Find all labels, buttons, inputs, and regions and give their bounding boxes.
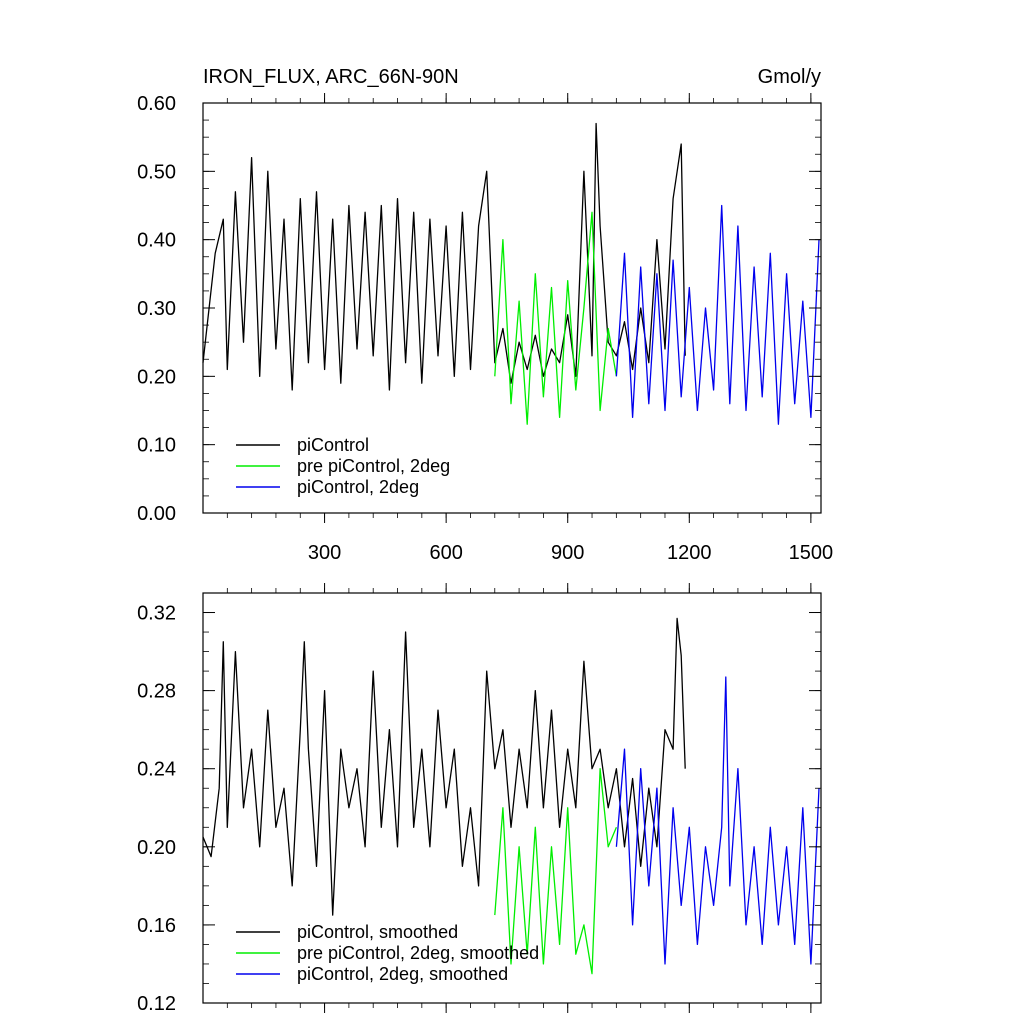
y-tick-label-0-6: 0.60 <box>137 93 176 115</box>
legend-label-0-1: pre piControl, 2deg <box>297 456 450 476</box>
bottom-panel: 0.12 0.16 0.20 0.24 0.28 0.32 piControl, smoot… <box>137 583 822 1015</box>
chart-title: IRON_FLUX, ARC_66N-90N <box>203 66 459 88</box>
y-tick-label-0-5: 0.50 <box>137 161 176 183</box>
y-tick-label-1-0: 0.12 <box>137 993 176 1015</box>
x-tick-label-0-2: 900 <box>551 542 584 564</box>
series-line-1-2 <box>615 676 820 965</box>
series-line-0-2 <box>615 204 820 425</box>
y-tick-label-0-1: 0.10 <box>137 435 176 457</box>
y-tick-label-0-2: 0.20 <box>137 366 176 388</box>
y-tick-label-1-2: 0.20 <box>137 837 176 859</box>
y-tick-label-0-0: 0.00 <box>137 503 176 525</box>
legend-label-1-2: piControl, 2deg, smoothed <box>297 964 508 984</box>
y-tick-label-1-5: 0.32 <box>137 603 176 625</box>
legend-label-1-1: pre piControl, 2deg, smoothed <box>297 943 539 963</box>
x-tick-label-0-4: 1500 <box>789 542 834 564</box>
legend-label-1-0: piControl, smoothed <box>297 922 458 942</box>
y-tick-label-0-3: 0.30 <box>137 298 176 320</box>
y-tick-label-1-1: 0.16 <box>137 915 176 937</box>
legend-label-0-0: piControl <box>297 435 369 455</box>
x-tick-label-0-1: 600 <box>429 542 462 564</box>
y-tick-label-0-4: 0.40 <box>137 230 176 252</box>
y-tick-label-1-3: 0.24 <box>137 759 176 781</box>
series-line-1-0 <box>202 617 686 916</box>
y-tick-label-1-4: 0.28 <box>137 681 176 703</box>
plot-frame-1 <box>202 592 822 1004</box>
series-line-1-1 <box>494 768 617 975</box>
units-label: Gmol/y <box>758 66 821 88</box>
x-tick-label-0-3: 1200 <box>667 542 712 564</box>
series-line-0-1 <box>494 211 618 425</box>
x-tick-label-0-0: 300 <box>308 542 341 564</box>
legend-label-0-2: piControl, 2deg <box>297 477 419 497</box>
series-line-0-0 <box>202 122 686 391</box>
top-panel: 0.00 0.10 0.20 0.30 0.40 0.50 0.60 300 600 900 120… <box>137 93 833 564</box>
